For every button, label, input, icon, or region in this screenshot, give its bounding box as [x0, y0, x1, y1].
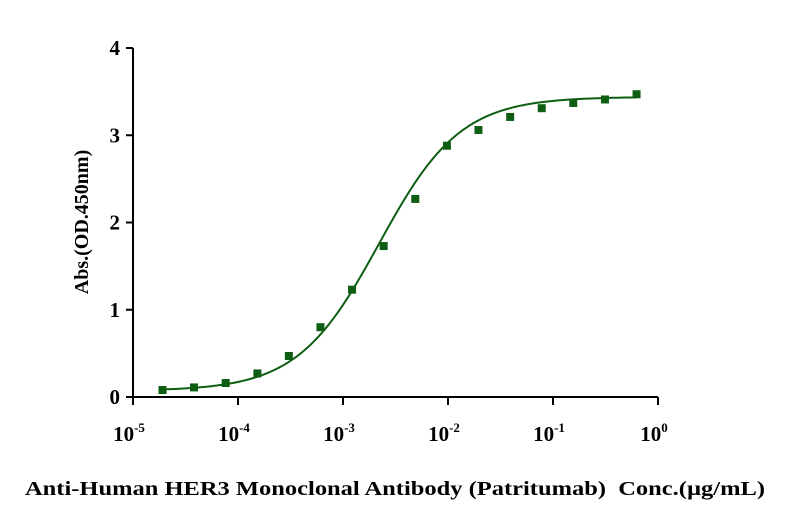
x-tick-base: 10: [113, 422, 134, 446]
data-point: [221, 379, 230, 388]
x-tick-label: 10-5: [113, 420, 145, 446]
data-point: [379, 242, 388, 251]
fit-curve-group: [162, 96, 637, 391]
x-tick-exponent: -3: [344, 420, 355, 435]
x-tick-base: 10: [428, 422, 449, 446]
x-tick-label: 10-3: [323, 420, 355, 446]
y-tick-label: 2: [110, 211, 121, 235]
x-tick-label: 10-1: [533, 420, 565, 446]
y-tick-label: 4: [110, 36, 121, 60]
y-axis-title: Abs.(OD.450nm): [71, 150, 93, 294]
data-point: [284, 351, 293, 360]
data-point: [411, 194, 420, 203]
y-tick-label: 1: [110, 298, 121, 322]
data-point: [506, 112, 515, 121]
y-tick-label: 3: [110, 123, 121, 147]
data-point: [600, 95, 609, 104]
data-points: [158, 90, 641, 395]
data-point: [474, 126, 483, 135]
x-tick-base: 10: [533, 422, 554, 446]
x-tick-exponent: 0: [661, 420, 668, 435]
data-point: [348, 285, 357, 294]
data-point: [189, 383, 198, 392]
x-tick-exponent: -5: [134, 420, 145, 435]
fit-curve: [162, 96, 637, 391]
x-tick-base: 10: [218, 422, 239, 446]
data-point: [316, 323, 325, 332]
data-point: [537, 104, 546, 113]
x-tick-base: 10: [323, 422, 344, 446]
data-point: [253, 369, 262, 378]
x-axis-title: Anti-Human HER3 Monoclonal Antibody (Pat…: [25, 478, 765, 500]
x-tick-base: 10: [640, 422, 661, 446]
x-tick-label: 10-2: [428, 420, 460, 446]
y-tick-label: 0: [110, 385, 121, 409]
x-tick-exponent: -4: [239, 420, 250, 435]
x-tick-exponent: -1: [554, 420, 565, 435]
data-point: [158, 386, 167, 395]
x-tick-exponent: -2: [449, 420, 460, 435]
data-point: [632, 90, 641, 99]
x-tick-label: 10-4: [218, 420, 250, 446]
data-point: [569, 98, 578, 107]
x-tick-label: 100: [640, 420, 668, 446]
data-point: [442, 141, 451, 150]
